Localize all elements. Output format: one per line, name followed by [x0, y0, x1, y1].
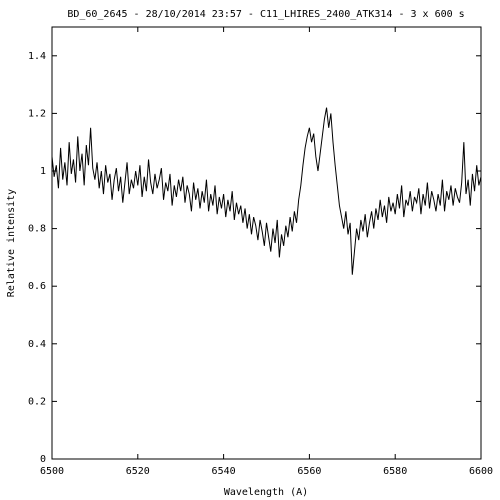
- spectrum-line: [51, 107, 482, 275]
- y-tick-label: 0: [40, 454, 46, 465]
- y-tick-label: 0.2: [28, 396, 46, 407]
- y-tick-label: 0.6: [28, 281, 46, 292]
- y-tick-label: 0.4: [28, 339, 46, 350]
- x-tick-label: 6540: [212, 466, 236, 477]
- x-tick-label: 6580: [383, 466, 407, 477]
- chart-title: BD_60_2645 - 28/10/2014 23:57 - C11_LHIR…: [67, 9, 464, 20]
- y-tick-label: 1: [40, 166, 46, 177]
- y-tick-label: 1.2: [28, 108, 46, 119]
- plot-frame: [51, 26, 482, 460]
- x-tick-label: 6500: [40, 466, 64, 477]
- y-axis-label: Relative intensity: [6, 189, 17, 297]
- y-tick-label: 0.8: [28, 224, 46, 235]
- x-tick-label: 6520: [126, 466, 150, 477]
- x-tick-label: 6600: [469, 466, 493, 477]
- x-axis-label: Wavelength (A): [224, 487, 308, 498]
- x-tick-label: 6560: [297, 466, 321, 477]
- y-tick-label: 1.4: [28, 51, 46, 62]
